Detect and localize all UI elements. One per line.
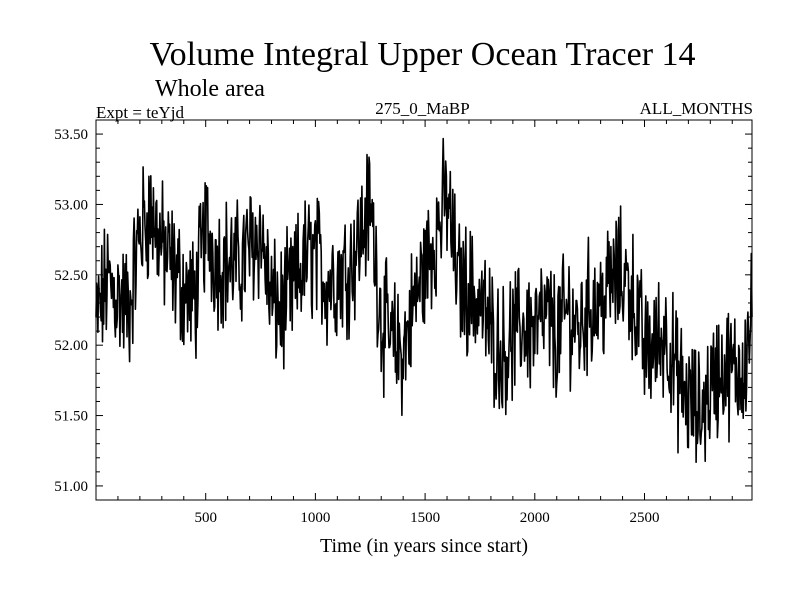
y-tick-label: 53.00 (54, 197, 88, 213)
period-label: 275_0_MaBP (375, 99, 470, 118)
y-tick-label: 51.50 (54, 409, 88, 425)
series-line (95, 137, 753, 463)
y-tick-label: 52.00 (54, 338, 88, 354)
x-tick-label: 2000 (520, 510, 550, 526)
x-tick-label: 500 (194, 510, 217, 526)
x-axis-title: Time (in years since start) (320, 535, 528, 557)
chart-subtitle: Whole area (155, 76, 265, 102)
axis-tick-labels: 500 1000 1500 2000 2500 51.00 51.50 52.00 52.50 5… (54, 127, 659, 526)
x-tick-label: 1500 (410, 510, 440, 526)
x-tick-label: 2500 (629, 510, 659, 526)
y-tick-label: 53.50 (54, 127, 88, 143)
experiment-label: Expt = teYjd (96, 103, 184, 122)
y-tick-label: 51.00 (54, 479, 88, 495)
chart-title: Volume Integral Upper Ocean Tracer 14 (149, 36, 696, 73)
y-tick-label: 52.50 (54, 268, 88, 284)
x-tick-label: 1000 (300, 510, 330, 526)
months-label: ALL_MONTHS (639, 99, 753, 118)
